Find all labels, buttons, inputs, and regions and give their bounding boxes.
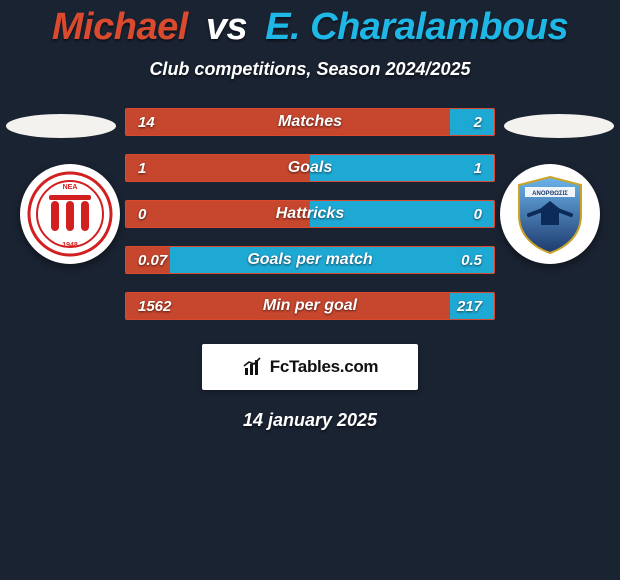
player2-name: E. Charalambous [265, 6, 568, 48]
crest-left: NEA 1948 [20, 164, 120, 264]
stat-label: Hattricks [126, 201, 494, 227]
svg-text:NEA: NEA [63, 184, 78, 191]
crest-left-icon: NEA 1948 [27, 171, 113, 257]
crest-right-icon: ΑΝΟΡΘΩΣΙΣ [507, 171, 593, 257]
comparison-title: Michael vs E. Charalambous [0, 0, 620, 49]
flag-left [6, 114, 116, 138]
vs-text: vs [206, 6, 247, 48]
crest-right: ΑΝΟΡΘΩΣΙΣ [500, 164, 600, 264]
brand-text: FcTables.com [270, 357, 379, 377]
brand-badge: FcTables.com [202, 344, 418, 390]
svg-text:ΑΝΟΡΘΩΣΙΣ: ΑΝΟΡΘΩΣΙΣ [532, 191, 568, 197]
player1-name: Michael [52, 6, 188, 48]
flag-right [504, 114, 614, 138]
stat-label: Goals per match [126, 247, 494, 273]
bar-chart-icon [242, 356, 264, 378]
date-text: 14 january 2025 [0, 410, 620, 431]
svg-text:1948: 1948 [62, 242, 78, 249]
stat-row: 1562217Min per goal [125, 292, 495, 320]
stat-row: 142Matches [125, 108, 495, 136]
comparison-stage: NEA 1948 ΑΝΟΡΘΩΣΙΣ 142Matches 11Goals 00Ha… [0, 108, 620, 320]
stat-row: 0.070.5Goals per match [125, 246, 495, 274]
stat-row: 00Hattricks [125, 200, 495, 228]
stat-label: Matches [126, 109, 494, 135]
subtitle: Club competitions, Season 2024/2025 [0, 59, 620, 80]
stat-label: Goals [126, 155, 494, 181]
stat-label: Min per goal [126, 293, 494, 319]
stat-rows: 142Matches 11Goals 00Hattricks 0.070.5Goals… [125, 108, 495, 320]
stat-row: 11Goals [125, 154, 495, 182]
